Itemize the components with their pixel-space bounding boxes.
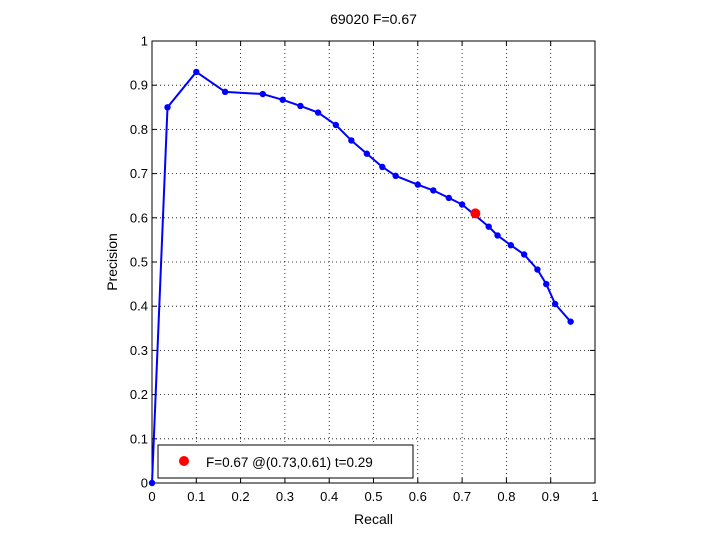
legend: F=0.67 @(0.73,0.61) t=0.29	[157, 444, 414, 479]
x-tick-label: 0.3	[276, 489, 294, 504]
x-tick-label: 0.4	[320, 489, 338, 504]
pr-curve-point	[164, 104, 171, 111]
pr-curve-point	[392, 172, 399, 180]
grid	[152, 41, 595, 483]
pr-curve-point	[193, 68, 200, 76]
pr-curve-point	[379, 163, 386, 171]
y-tick-label: 0.2	[130, 387, 148, 402]
x-axis-title: Recall	[354, 511, 393, 527]
y-tick-label: 0.5	[130, 255, 148, 270]
pr-curve-point	[348, 137, 355, 144]
pr-curve-point	[520, 251, 528, 258]
pr-curve-point	[314, 109, 322, 116]
x-tick-label: 1	[591, 489, 598, 504]
x-tick-label: 0.6	[409, 489, 427, 504]
pr-curve-point	[445, 194, 453, 202]
pr-curve-point	[259, 90, 266, 98]
pr-curve-point	[567, 318, 574, 325]
pr-curve-point	[332, 121, 340, 129]
y-tick-label: 0.8	[130, 122, 148, 137]
pr-curve-point	[494, 232, 501, 239]
pr-curve-point	[507, 242, 515, 249]
chart-title: 69020 F=0.67	[330, 11, 417, 27]
pr-curve-point	[363, 150, 371, 157]
y-tick-label: 0.9	[130, 78, 148, 93]
pr-curve-point	[148, 479, 156, 487]
pr-curve-point	[221, 88, 229, 96]
pr-curve-point	[414, 181, 421, 188]
y-tick-label: 0.7	[130, 166, 148, 181]
x-tick-label: 0.1	[187, 489, 205, 504]
plot-frame	[151, 40, 596, 484]
x-tick-label: 0.8	[497, 489, 515, 504]
pr-curve-point	[485, 223, 492, 230]
pr-curve-point	[279, 96, 286, 103]
ticks	[151, 40, 596, 484]
legend-box	[157, 444, 414, 479]
x-tick-label: 0.7	[453, 489, 471, 504]
y-tick-labels: 0 0.1 0.2 0.3 0.4 0.5 0.6 0.7 0.8 0.9 1	[130, 34, 148, 491]
pr-curve-point	[543, 280, 550, 288]
y-tick-label: 0.3	[130, 343, 148, 358]
legend-marker	[179, 456, 189, 466]
y-tick-label: 0.6	[130, 210, 148, 225]
y-tick-label: 0.4	[130, 299, 148, 314]
pr-curve-point	[458, 201, 466, 208]
x-tick-label: 0.2	[232, 489, 250, 504]
legend-label: F=0.67 @(0.73,0.61) t=0.29	[206, 455, 373, 470]
highlight-layer	[470, 208, 481, 219]
pr-curve-point	[297, 102, 304, 110]
x-tick-label: 0	[148, 489, 155, 504]
pr-curve-point	[534, 266, 541, 273]
pr-curve-point	[551, 300, 559, 308]
series-layer	[148, 68, 574, 487]
x-tick-label: 0.9	[542, 489, 560, 504]
y-tick-label: 0	[141, 476, 148, 491]
x-tick-label: 0.5	[364, 489, 382, 504]
pr-curve-point	[430, 187, 437, 194]
best-f-point	[470, 208, 481, 219]
y-axis-title: Precision	[104, 233, 120, 291]
x-tick-labels: 0 0.1 0.2 0.3 0.4 0.5 0.6 0.7 0.8 0.9 1	[148, 489, 598, 504]
y-tick-label: 0.1	[130, 431, 148, 446]
y-tick-label: 1	[141, 34, 148, 49]
